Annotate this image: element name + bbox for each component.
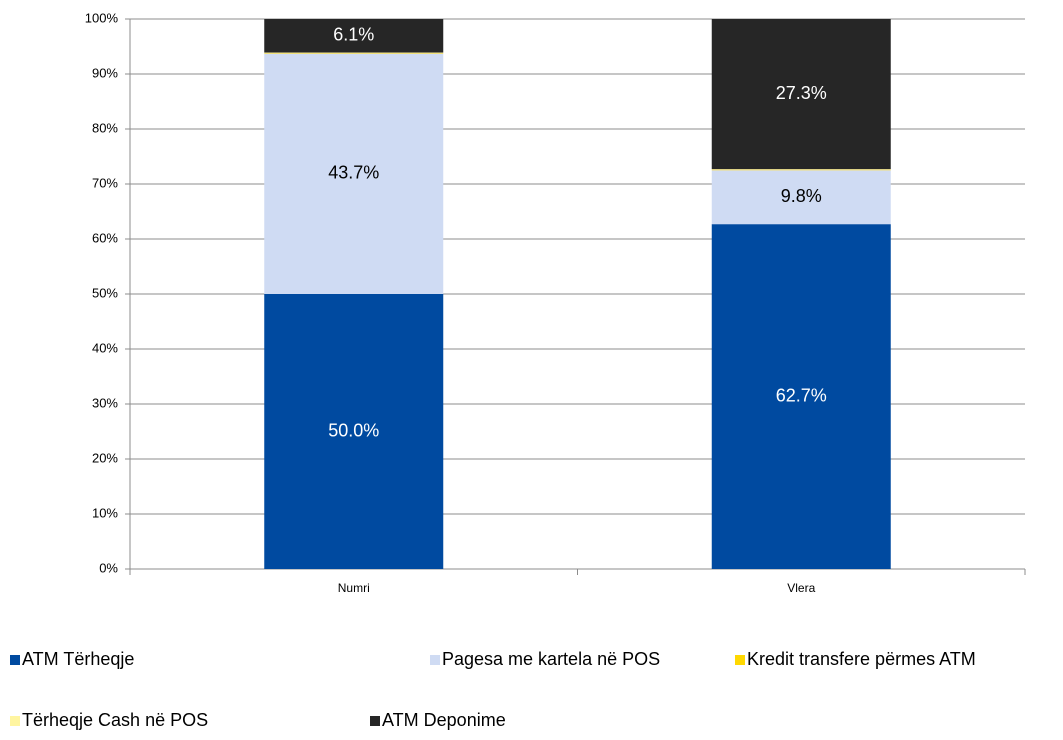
data-label: 6.1%: [333, 25, 374, 45]
legend-swatch: [735, 655, 745, 665]
bar-segment: [264, 53, 444, 54]
data-label: 50.0%: [328, 420, 379, 440]
x-tick-label: Vlera: [787, 581, 815, 595]
y-tick-label: 50%: [92, 285, 118, 300]
bar-segment: [711, 169, 891, 171]
data-label: 27.3%: [776, 83, 827, 103]
y-tick-label: 90%: [92, 65, 118, 80]
legend-swatch: [430, 655, 440, 665]
legend-label: Pagesa me kartela në POS: [442, 649, 660, 669]
y-tick-label: 40%: [92, 340, 118, 355]
bar-segment: [711, 169, 891, 170]
data-label: 62.7%: [776, 385, 827, 405]
legend-swatch: [10, 655, 20, 665]
y-tick-label: 60%: [92, 230, 118, 245]
bar-segment: [264, 19, 444, 53]
y-tick-label: 70%: [92, 175, 118, 190]
x-tick-label: Numri: [338, 581, 370, 595]
bar-segment: [711, 170, 891, 225]
legend-label: Tërheqje Cash në POS: [22, 710, 208, 730]
y-tick-label: 10%: [92, 505, 118, 520]
bar-segment: [711, 224, 891, 569]
legend-label: ATM Deponime: [382, 710, 506, 730]
data-label: 9.8%: [781, 186, 822, 206]
y-tick-label: 20%: [92, 450, 118, 465]
bar-segment: [264, 53, 444, 295]
legend-label: Kredit transfere përmes ATM: [747, 649, 976, 669]
bar-segment: [711, 19, 891, 170]
y-tick-label: 100%: [85, 10, 119, 25]
y-tick-label: 0%: [99, 560, 118, 575]
y-tick-label: 30%: [92, 395, 118, 410]
y-tick-label: 80%: [92, 120, 118, 135]
bar-segment: [264, 294, 444, 569]
data-label: 43.7%: [328, 163, 379, 183]
legend-label: ATM Tërheqje: [22, 649, 134, 669]
legend-swatch: [10, 716, 20, 726]
legend-swatch: [370, 716, 380, 726]
bar-segment: [264, 52, 444, 54]
